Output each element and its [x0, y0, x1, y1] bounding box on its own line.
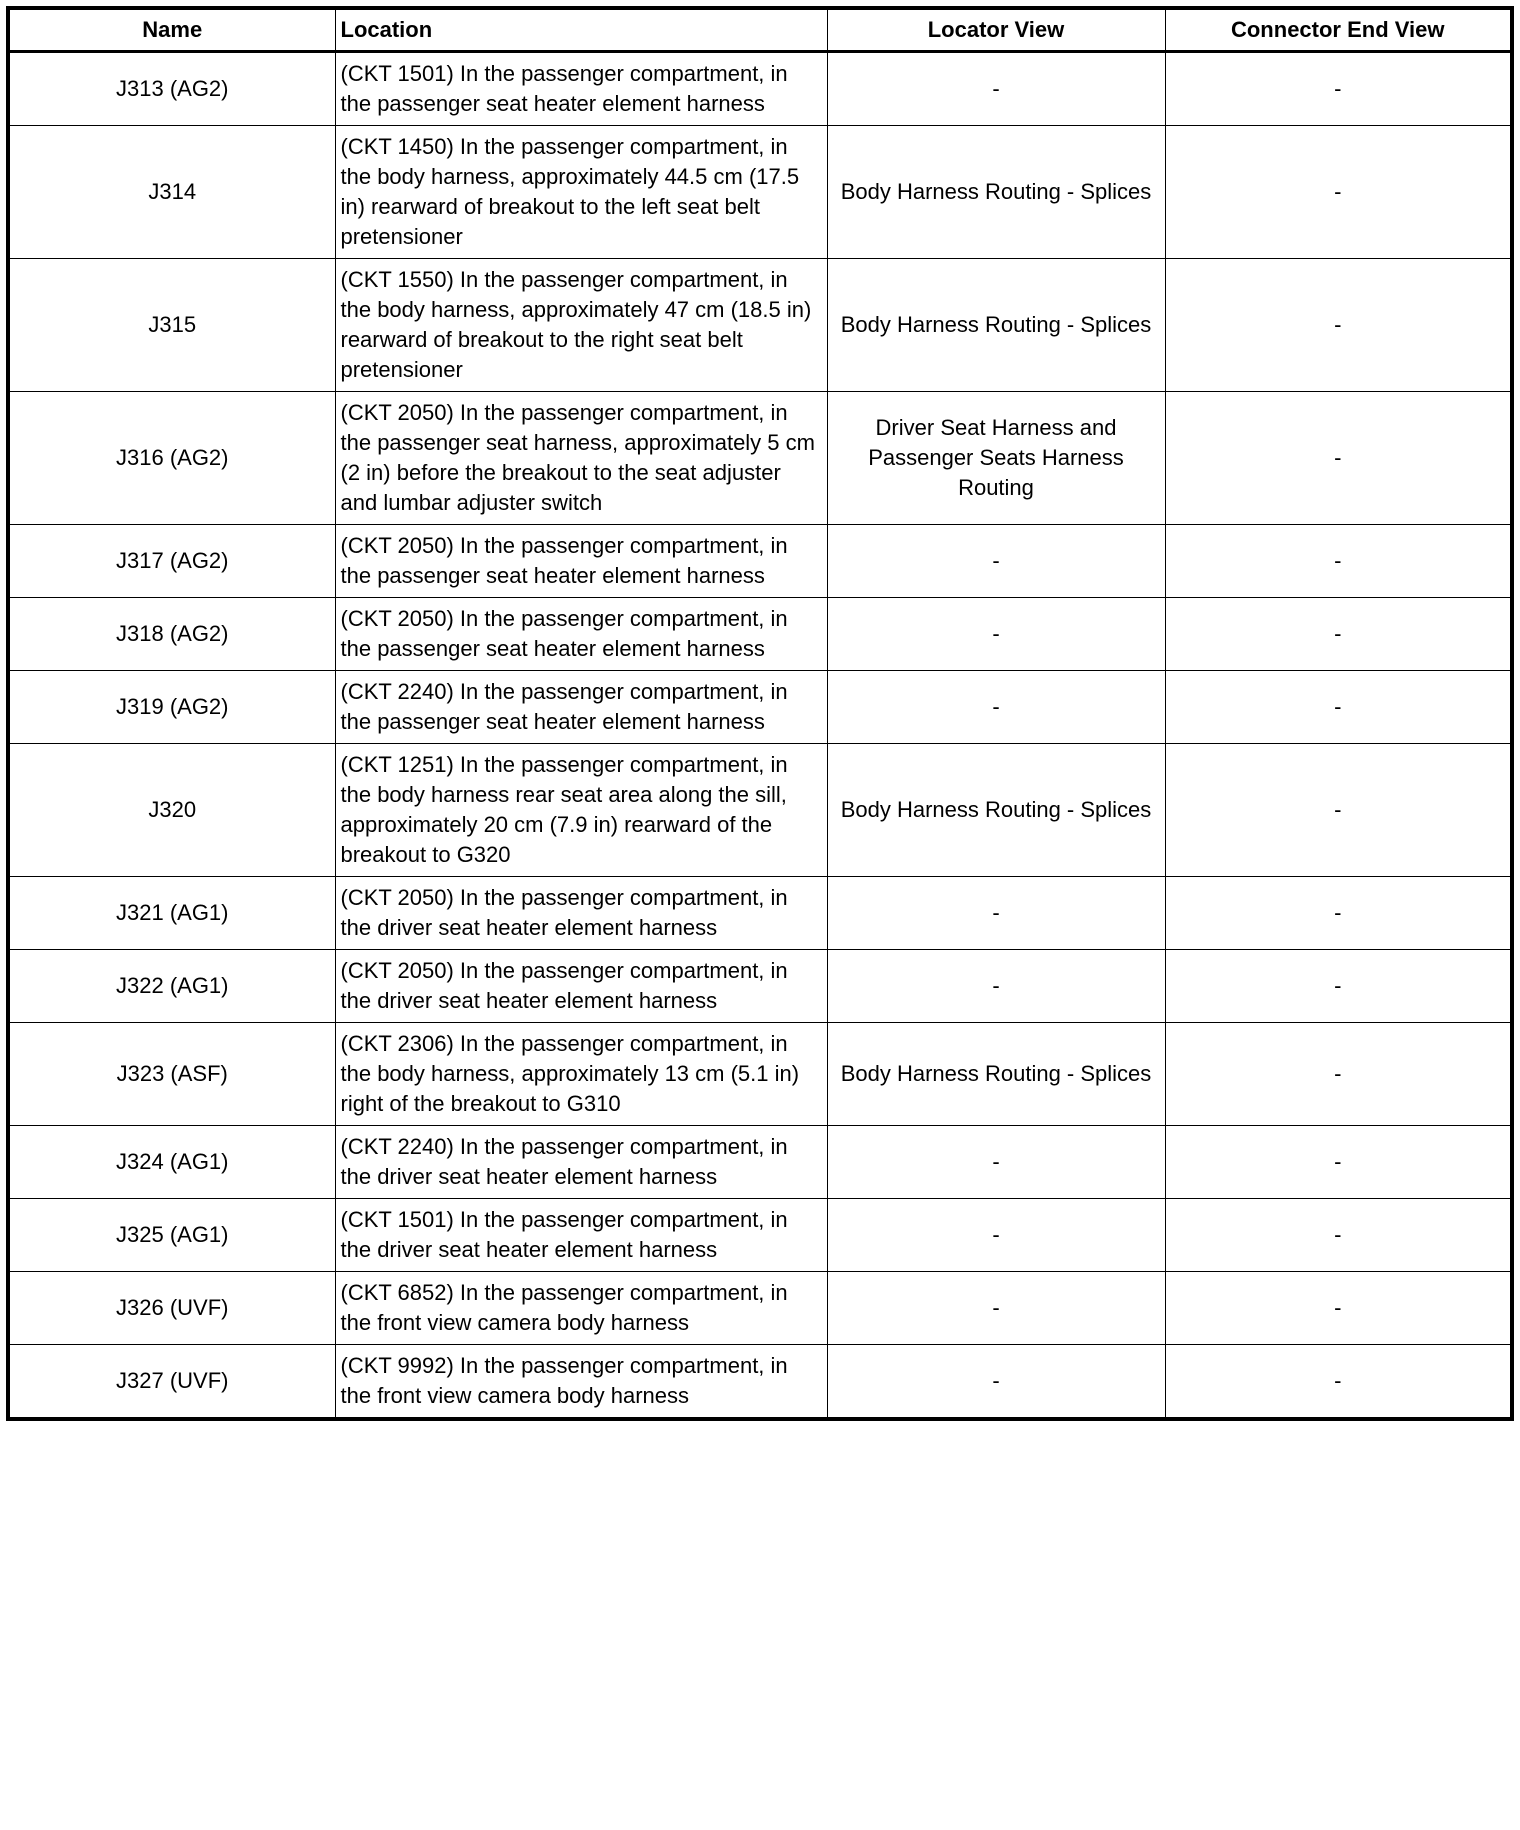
connector-end-view-cell: - [1164, 51, 1513, 126]
locator-view-cell: - [826, 524, 1166, 598]
name-cell: J313 (AG2) [7, 51, 336, 126]
table-row: J316 (AG2) (CKT 2050) In the passenger co… [7, 391, 1513, 525]
locator-view-cell: - [826, 597, 1166, 671]
locator-view-cell: Body Harness Routing - Splices [826, 1022, 1166, 1126]
connector-end-view-cell: - [1164, 1198, 1513, 1272]
table-row: J319 (AG2) (CKT 2240) In the passenger co… [7, 670, 1513, 744]
location-cell: (CKT 2050) In the passenger compartment,… [334, 597, 828, 671]
connector-end-view-cell: - [1164, 670, 1513, 744]
location-cell: (CKT 1501) In the passenger compartment,… [334, 51, 828, 126]
location-cell: (CKT 9992) In the passenger compartment,… [334, 1344, 828, 1420]
name-cell: J324 (AG1) [7, 1125, 336, 1199]
table-row: J325 (AG1) (CKT 1501) In the passenger co… [7, 1198, 1513, 1272]
table-row: J322 (AG1) (CKT 2050) In the passenger co… [7, 949, 1513, 1023]
locator-view-cell: - [826, 670, 1166, 744]
locator-view-cell: - [826, 1198, 1166, 1272]
location-cell: (CKT 2306) In the passenger compartment,… [334, 1022, 828, 1126]
name-cell: J315 [7, 258, 336, 392]
splice-table: Name Location Locator View Connector End… [6, 6, 1514, 1421]
name-cell: J322 (AG1) [7, 949, 336, 1023]
location-cell: (CKT 2050) In the passenger compartment,… [334, 876, 828, 950]
locator-view-cell: - [826, 1271, 1166, 1345]
connector-end-view-cell: - [1164, 391, 1513, 525]
name-cell: J320 [7, 743, 336, 877]
connector-end-view-cell: - [1164, 876, 1513, 950]
location-cell: (CKT 1450) In the passenger compartment,… [334, 125, 828, 259]
locator-view-cell: Driver Seat Harness and Passenger Seats … [826, 391, 1166, 525]
table-row: J315 (CKT 1550) In the passenger compartm… [7, 258, 1513, 392]
table-row: J318 (AG2) (CKT 2050) In the passenger co… [7, 597, 1513, 671]
connector-end-view-cell: - [1164, 949, 1513, 1023]
connector-end-view-cell: - [1164, 125, 1513, 259]
table-row: J320 (CKT 1251) In the passenger compartm… [7, 743, 1513, 877]
name-cell: J325 (AG1) [7, 1198, 336, 1272]
table-row: J323 (ASF) (CKT 2306) In the passenger co… [7, 1022, 1513, 1126]
connector-end-view-cell: - [1164, 1125, 1513, 1199]
name-cell: J314 [7, 125, 336, 259]
location-cell: (CKT 2240) In the passenger compartment,… [334, 670, 828, 744]
name-cell: J319 (AG2) [7, 670, 336, 744]
table-row: J326 (UVF) (CKT 6852) In the passenger co… [7, 1271, 1513, 1345]
location-cell: (CKT 2050) In the passenger compartment,… [334, 391, 828, 525]
name-cell: J318 (AG2) [7, 597, 336, 671]
table-row: J313 (AG2) (CKT 1501) In the passenger co… [7, 51, 1513, 126]
name-cell: J317 (AG2) [7, 524, 336, 598]
connector-end-view-cell: - [1164, 743, 1513, 877]
connector-end-view-cell: - [1164, 1344, 1513, 1420]
locator-view-cell: - [826, 1125, 1166, 1199]
table-row: J317 (AG2) (CKT 2050) In the passenger co… [7, 524, 1513, 598]
table-row: J327 (UVF) (CKT 9992) In the passenger co… [7, 1344, 1513, 1420]
name-cell: J327 (UVF) [7, 1344, 336, 1420]
location-cell: (CKT 2240) In the passenger compartment,… [334, 1125, 828, 1199]
locator-view-cell: - [826, 51, 1166, 126]
header-name: Name [7, 7, 336, 53]
locator-view-cell: - [826, 949, 1166, 1023]
locator-view-cell: Body Harness Routing - Splices [826, 125, 1166, 259]
locator-view-cell: Body Harness Routing - Splices [826, 743, 1166, 877]
table-row: J314 (CKT 1450) In the passenger compartm… [7, 125, 1513, 259]
connector-end-view-cell: - [1164, 1022, 1513, 1126]
locator-view-cell: Body Harness Routing - Splices [826, 258, 1166, 392]
location-cell: (CKT 2050) In the passenger compartment,… [334, 949, 828, 1023]
location-cell: (CKT 1550) In the passenger compartment,… [334, 258, 828, 392]
table-row: J321 (AG1) (CKT 2050) In the passenger co… [7, 876, 1513, 950]
name-cell: J326 (UVF) [7, 1271, 336, 1345]
connector-end-view-cell: - [1164, 258, 1513, 392]
locator-view-cell: - [826, 876, 1166, 950]
name-cell: J323 (ASF) [7, 1022, 336, 1126]
location-cell: (CKT 1501) In the passenger compartment,… [334, 1198, 828, 1272]
location-cell: (CKT 6852) In the passenger compartment,… [334, 1271, 828, 1345]
location-cell: (CKT 2050) In the passenger compartment,… [334, 524, 828, 598]
header-location: Location [334, 7, 828, 53]
table-row: J324 (AG1) (CKT 2240) In the passenger co… [7, 1125, 1513, 1199]
name-cell: J321 (AG1) [7, 876, 336, 950]
location-cell: (CKT 1251) In the passenger compartment,… [334, 743, 828, 877]
header-row: Name Location Locator View Connector End… [7, 7, 1513, 53]
name-cell: J316 (AG2) [7, 391, 336, 525]
locator-view-cell: - [826, 1344, 1166, 1420]
header-locator-view: Locator View [826, 7, 1166, 53]
header-connector-end-view: Connector End View [1164, 7, 1513, 53]
connector-end-view-cell: - [1164, 1271, 1513, 1345]
connector-end-view-cell: - [1164, 597, 1513, 671]
connector-end-view-cell: - [1164, 524, 1513, 598]
